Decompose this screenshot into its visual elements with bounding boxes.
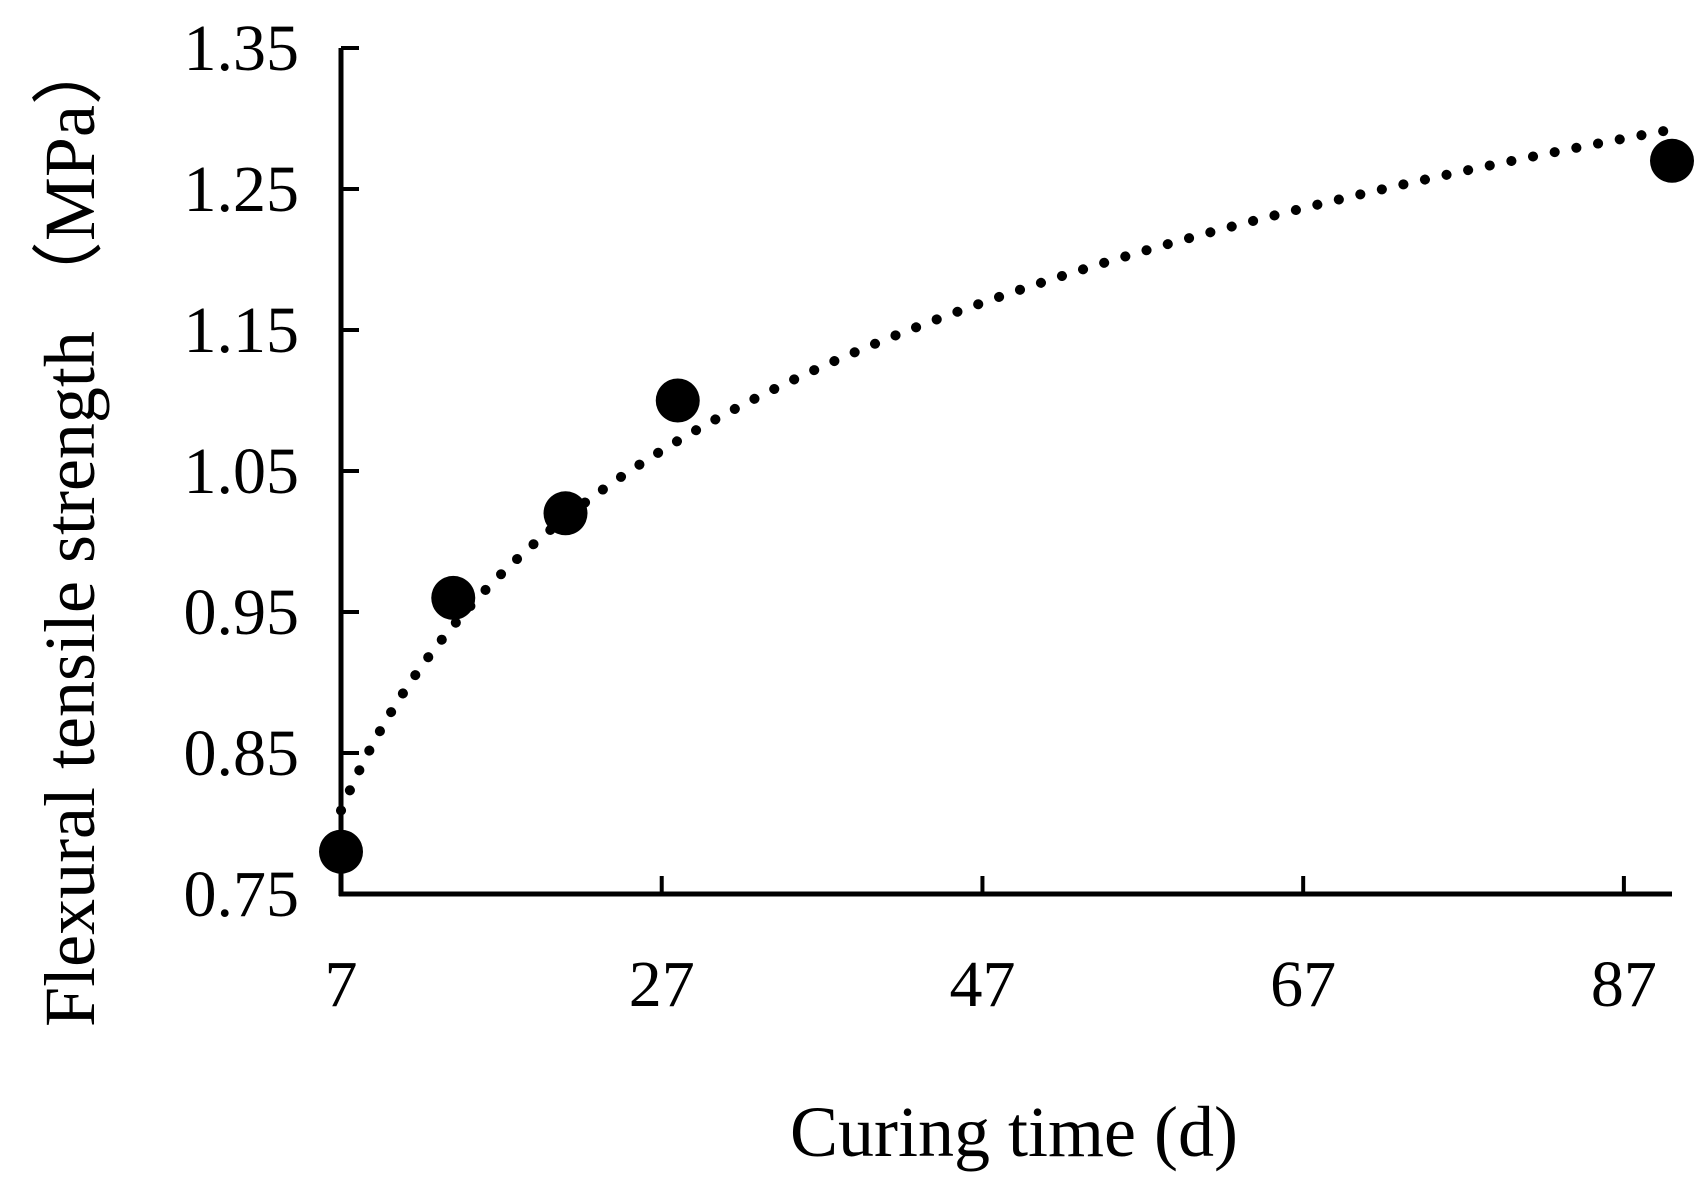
x-tick-label: 7: [325, 948, 358, 1021]
x-tick-label: 87: [1591, 948, 1657, 1021]
trendline-path: [336, 124, 1677, 816]
y-axis-ticks: 0.75 0.85 0.95 1.05 1.15 1.25 1.35: [184, 12, 359, 931]
y-axis-title: Flexural tensile strength （MPa）: [30, 33, 110, 1027]
y-tick-label: 1.25: [184, 153, 300, 226]
y-tick-label: 0.95: [184, 576, 300, 649]
x-tick-label: 27: [629, 948, 695, 1021]
x-axis-ticks: 7 27 47 67 87: [325, 876, 1657, 1021]
x-tick-label: 47: [949, 948, 1015, 1021]
data-point: [319, 829, 363, 874]
y-tick-label: 1.35: [184, 12, 300, 85]
y-tick-label: 1.05: [184, 435, 300, 508]
y-tick-label: 0.85: [184, 717, 300, 790]
x-tick-label: 67: [1270, 948, 1336, 1021]
x-axis-title: Curing time (d): [790, 1092, 1238, 1172]
trendline: [336, 124, 1677, 816]
data-points: [319, 138, 1694, 874]
y-tick-label: 0.75: [184, 858, 300, 931]
data-point: [543, 491, 588, 536]
data-point: [655, 378, 700, 423]
y-tick-label: 1.15: [184, 294, 300, 367]
data-point: [1650, 138, 1694, 183]
data-point: [431, 575, 476, 620]
